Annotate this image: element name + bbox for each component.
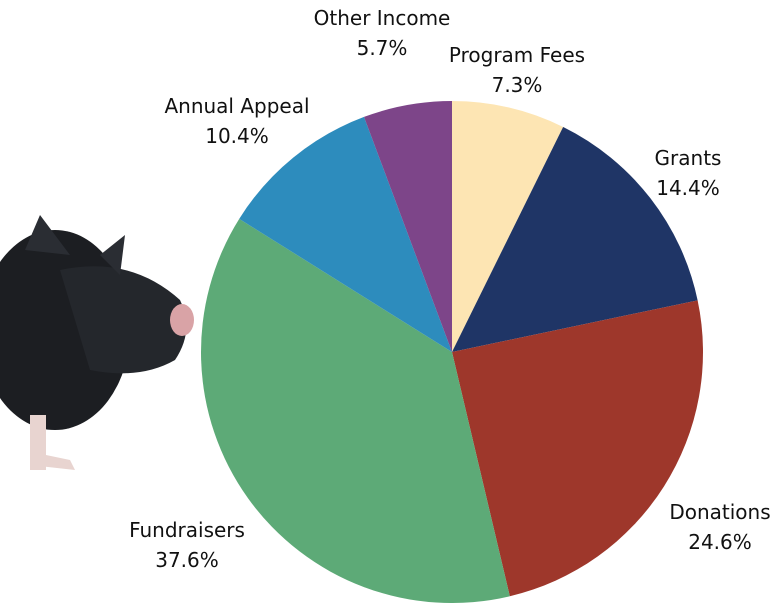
slice-value-label: 24.6% (669, 527, 770, 557)
chart: Program Fees7.3% Grants14.4% Donations24.6… (0, 0, 777, 603)
chart-canvas (0, 0, 777, 603)
slice-name: Program Fees (449, 40, 585, 70)
pig-illustration (0, 215, 194, 470)
slice-name: Other Income (314, 3, 451, 33)
slice-name: Donations (669, 497, 770, 527)
slice-value-label: 5.7% (314, 33, 451, 63)
slice-value-label: 37.6% (129, 545, 245, 575)
slice-name: Grants (655, 143, 722, 173)
slice-value-label: 10.4% (164, 121, 309, 151)
slice-value-label: 7.3% (449, 70, 585, 100)
slice-value-label: 14.4% (655, 173, 722, 203)
slice-name: Annual Appeal (164, 91, 309, 121)
slice-name: Fundraisers (129, 515, 245, 545)
